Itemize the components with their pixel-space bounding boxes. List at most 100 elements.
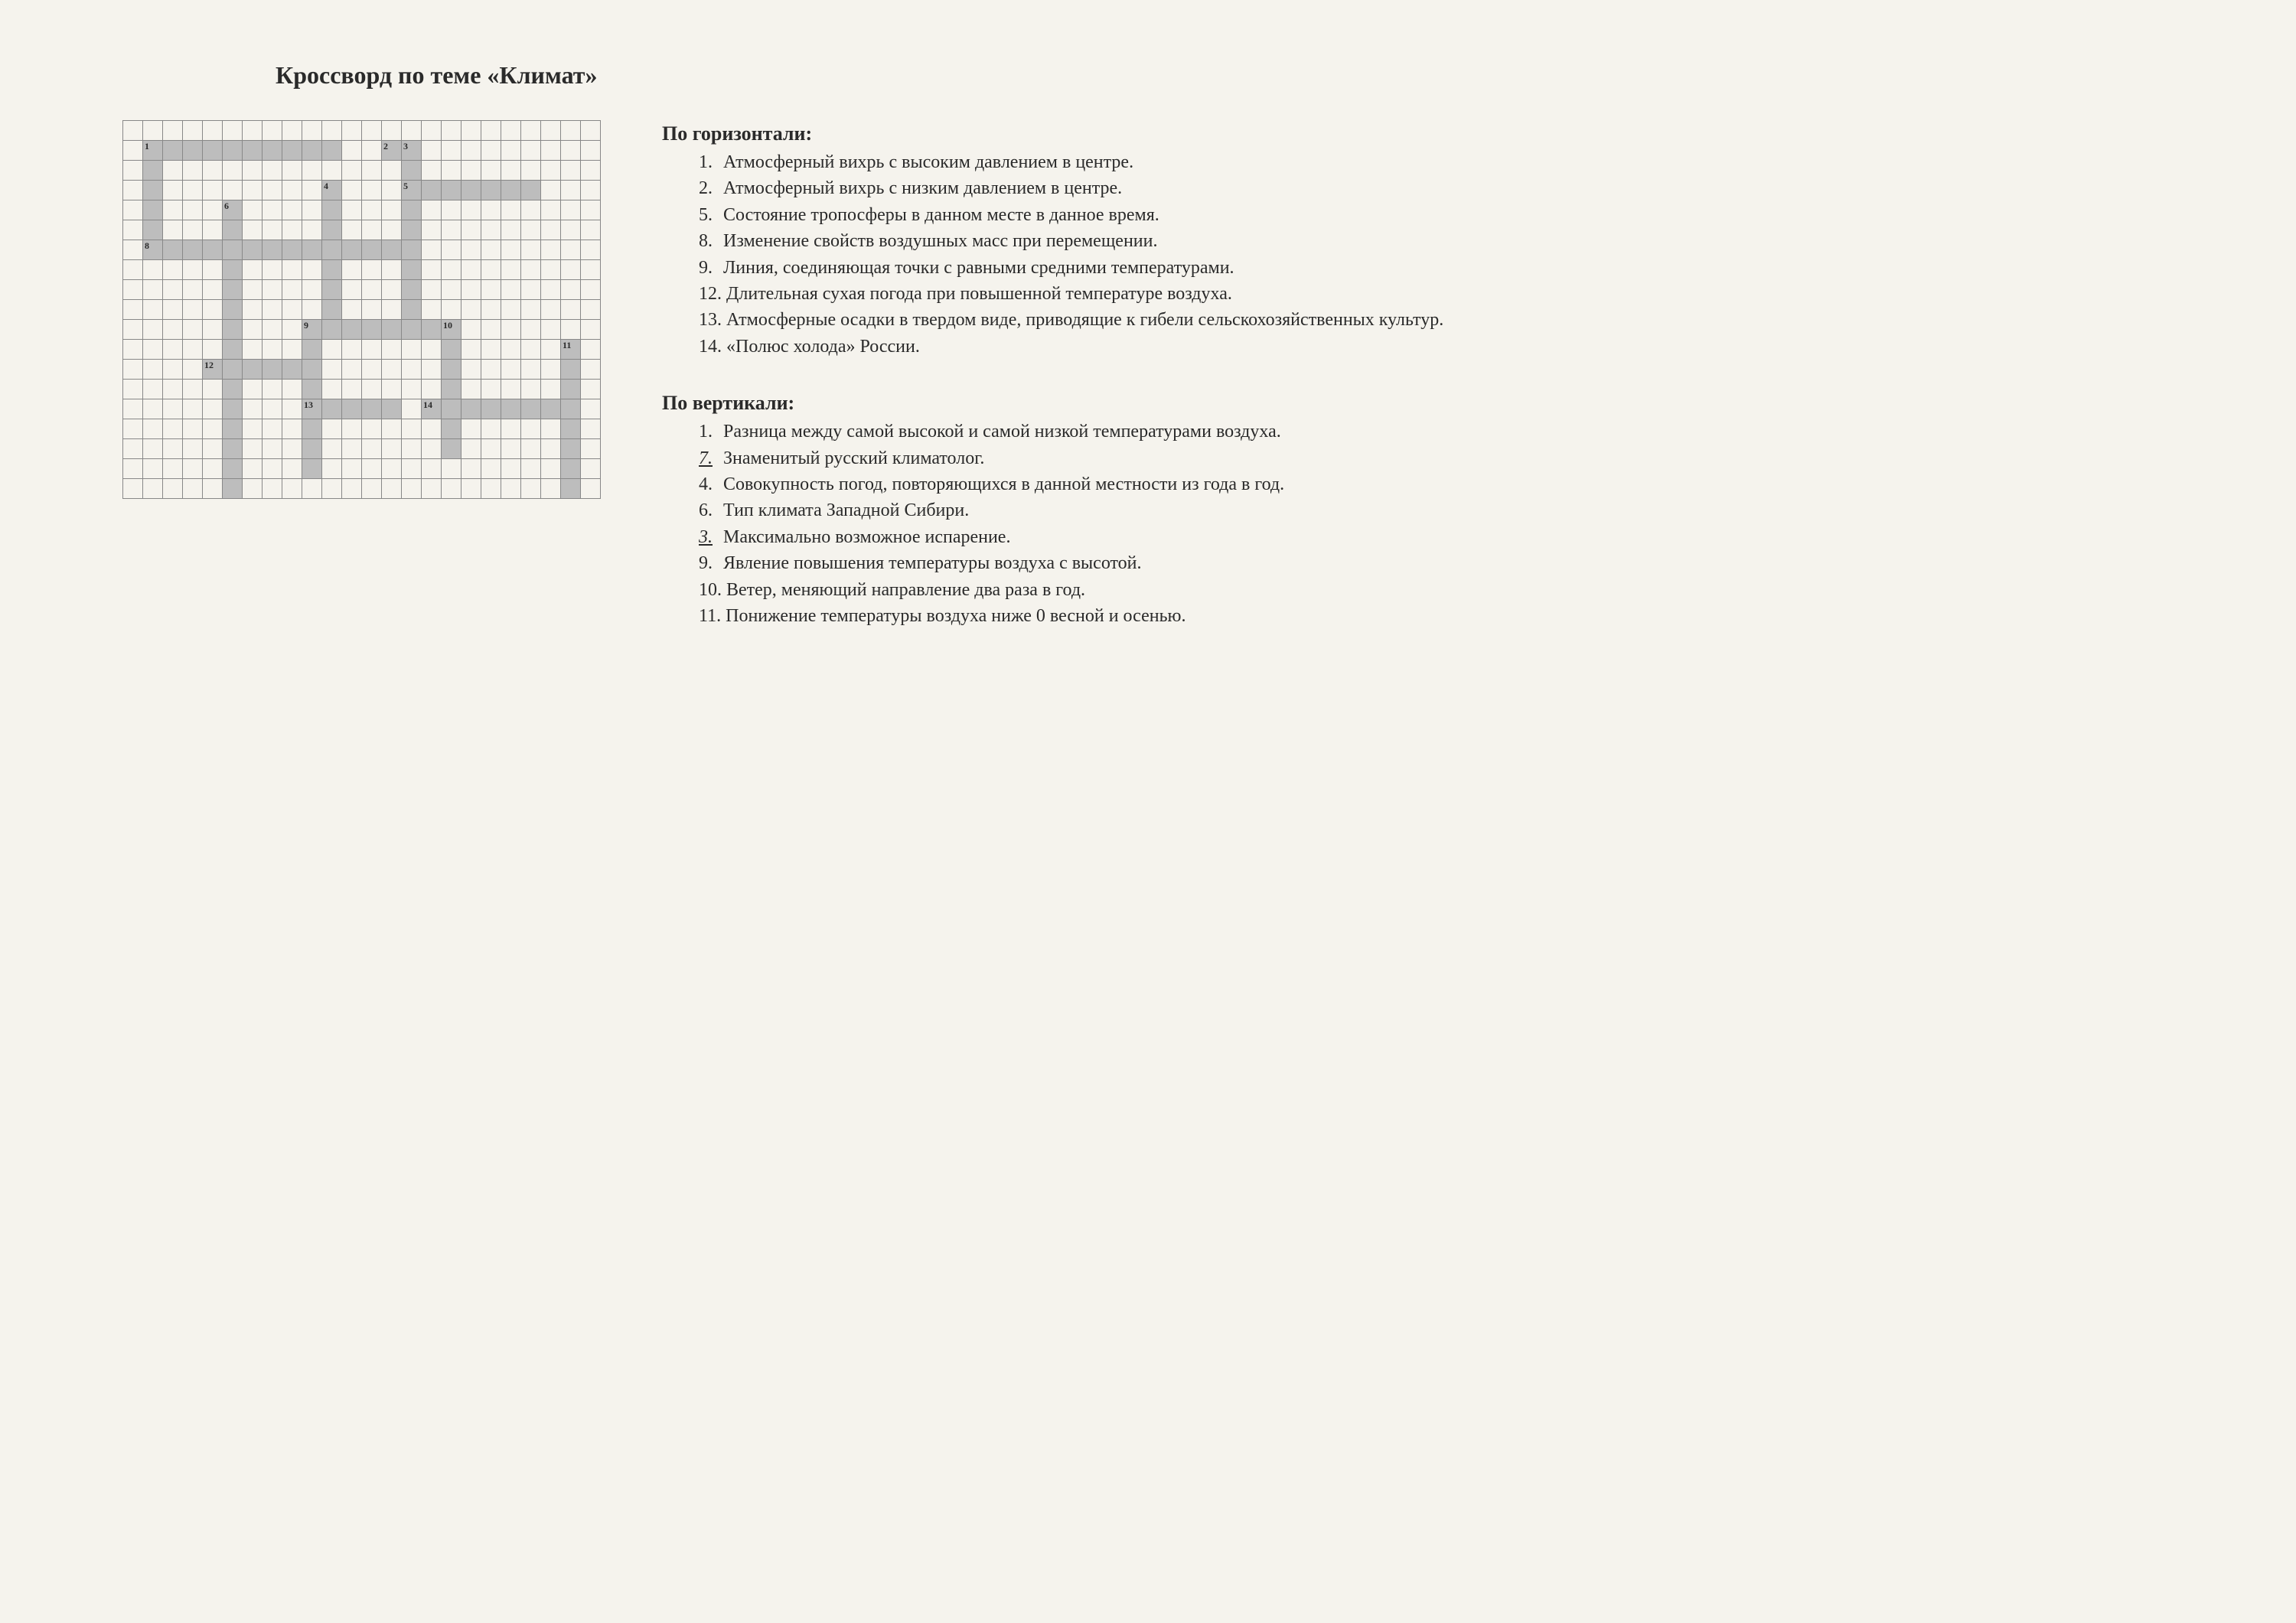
clue-item: 7. Знаменитый русский климатолог.	[699, 446, 2219, 471]
grid-cell	[302, 380, 322, 399]
cell-number: 11	[563, 341, 571, 350]
grid-cell	[362, 399, 382, 419]
grid-cell	[322, 479, 342, 499]
grid-cell	[263, 200, 282, 220]
grid-cell	[183, 240, 203, 260]
grid-cell	[422, 181, 442, 200]
grid-cell	[501, 320, 521, 340]
grid-cell	[382, 181, 402, 200]
grid-cell	[501, 419, 521, 439]
grid-cell: 6	[223, 200, 243, 220]
grid-cell	[302, 141, 322, 161]
grid-cell	[282, 360, 302, 380]
across-heading: По горизонтали:	[662, 120, 2219, 147]
grid-cell	[322, 141, 342, 161]
grid-cell	[243, 439, 263, 459]
grid-cell	[302, 459, 322, 479]
grid-cell	[501, 399, 521, 419]
grid-cell	[581, 479, 601, 499]
grid-cell	[402, 121, 422, 141]
grid-cell	[243, 360, 263, 380]
grid-cell	[402, 320, 422, 340]
grid-cell	[243, 419, 263, 439]
grid-cell	[382, 360, 402, 380]
grid-cell	[243, 260, 263, 280]
grid-cell	[501, 300, 521, 320]
grid-cell	[282, 161, 302, 181]
grid-cell	[243, 200, 263, 220]
grid-cell	[183, 399, 203, 419]
grid-cell	[223, 280, 243, 300]
grid-cell	[143, 200, 163, 220]
grid-cell: 9	[302, 320, 322, 340]
grid-cell	[123, 380, 143, 399]
grid-cell	[123, 200, 143, 220]
grid-cell	[442, 280, 461, 300]
grid-cell	[382, 459, 402, 479]
clue-item: 1. Атмосферный вихрь с высоким давлением…	[699, 150, 2219, 174]
grid-cell	[541, 141, 561, 161]
grid-cell	[442, 200, 461, 220]
grid-cell	[123, 419, 143, 439]
grid-cell	[581, 161, 601, 181]
grid-cell	[263, 479, 282, 499]
grid-cell	[243, 300, 263, 320]
clue-number: 1.	[699, 419, 719, 444]
grid-cell	[243, 161, 263, 181]
grid-cell	[342, 399, 362, 419]
grid-cell	[521, 320, 541, 340]
clue-text: Изменение свойств воздушных масс при пер…	[719, 231, 1157, 251]
grid-cell	[342, 280, 362, 300]
clue-text: Линия, соединяющая точки с равными средн…	[719, 258, 1234, 278]
grid-cell	[143, 439, 163, 459]
grid-cell	[501, 380, 521, 399]
grid-cell	[442, 300, 461, 320]
grid-cell	[481, 121, 501, 141]
crossword-grid: 123456891011121314	[122, 120, 601, 499]
grid-cell	[302, 260, 322, 280]
grid-cell	[223, 419, 243, 439]
grid-cell	[163, 399, 183, 419]
grid-cell	[461, 419, 481, 439]
grid-cell	[302, 161, 322, 181]
grid-cell: 11	[561, 340, 581, 360]
grid-cell	[362, 200, 382, 220]
grid-cell	[521, 459, 541, 479]
grid-cell	[143, 360, 163, 380]
grid-cell	[163, 240, 183, 260]
grid-cell	[123, 240, 143, 260]
grid-cell	[481, 280, 501, 300]
grid-cell	[223, 121, 243, 141]
grid-cell	[243, 240, 263, 260]
grid-cell	[302, 360, 322, 380]
grid-cell	[382, 240, 402, 260]
grid-cell	[243, 181, 263, 200]
across-list: 1. Атмосферный вихрь с высоким давлением…	[662, 150, 2219, 359]
grid-cell	[382, 200, 402, 220]
clue-number: 12.	[699, 282, 722, 306]
grid-cell	[203, 380, 223, 399]
grid-cell	[342, 479, 362, 499]
grid-cell	[382, 340, 402, 360]
grid-cell	[143, 380, 163, 399]
grid-cell	[223, 220, 243, 240]
grid-cell	[461, 260, 481, 280]
grid-cell	[521, 121, 541, 141]
grid-cell	[342, 320, 362, 340]
grid-cell	[123, 181, 143, 200]
grid-cell	[342, 459, 362, 479]
grid-cell	[481, 479, 501, 499]
grid-cell	[422, 380, 442, 399]
grid-cell	[243, 220, 263, 240]
clue-text: Совокупность погод, повторяющихся в данн…	[719, 474, 1284, 494]
grid-cell	[442, 479, 461, 499]
cell-number: 12	[204, 360, 214, 370]
grid-cell	[561, 181, 581, 200]
grid-cell	[143, 161, 163, 181]
cell-number: 10	[443, 321, 452, 330]
cell-number: 2	[383, 142, 388, 151]
grid-cell	[203, 300, 223, 320]
grid-cell	[521, 220, 541, 240]
grid-cell	[422, 161, 442, 181]
grid-cell	[461, 220, 481, 240]
